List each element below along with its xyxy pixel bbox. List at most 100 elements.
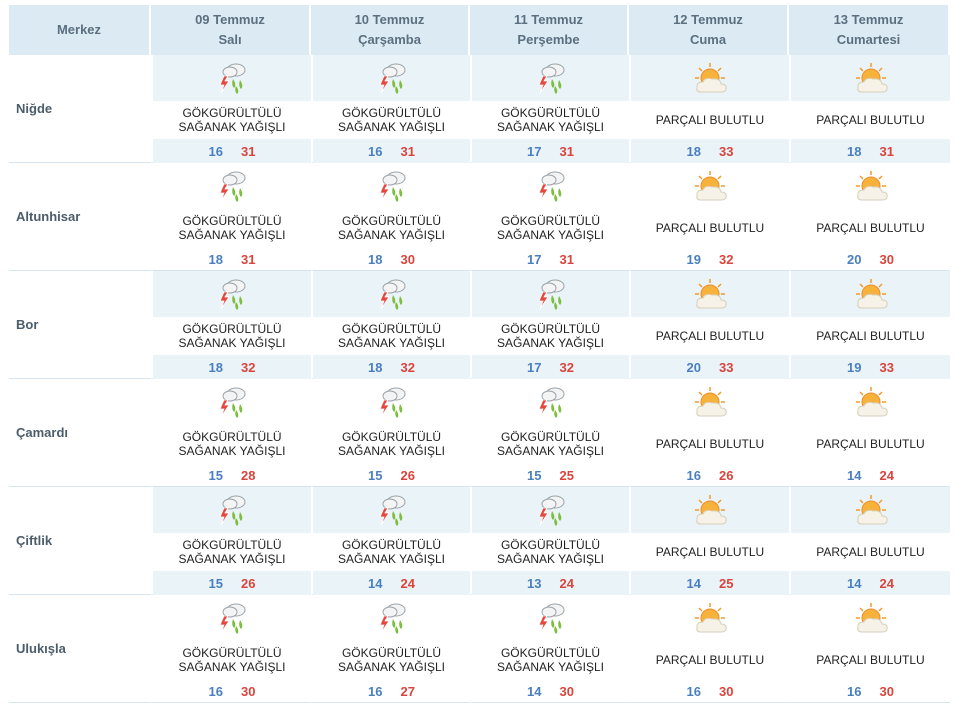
max-temperature: 32 [400, 359, 415, 375]
max-temperature: 28 [241, 467, 256, 483]
temperature-range: 17 31 [472, 247, 629, 271]
header-weekday: Cuma [689, 32, 727, 47]
weather-description: GÖKGÜRÜLTÜLÜ SAĞANAK YAĞIŞLI [472, 101, 629, 139]
thunderstorm-rain-icon [313, 55, 470, 101]
description-line: PARÇALI BULUTLU [816, 329, 925, 343]
forecast-cell: GÖKGÜRÜLTÜLÜ SAĞANAK YAĞIŞLI 17 32 [470, 271, 629, 379]
partly-cloudy-icon [791, 55, 950, 101]
description-line: PARÇALI BULUTLU [655, 437, 765, 451]
min-temperature: 13 [527, 575, 542, 591]
weather-description: GÖKGÜRÜLTÜLÜ SAĞANAK YAĞIŞLI [153, 425, 311, 463]
temperature-range: 19 32 [631, 247, 789, 271]
weather-description: PARÇALI BULUTLU [791, 317, 950, 355]
max-temperature: 26 [719, 467, 734, 483]
min-temperature: 16 [208, 683, 223, 699]
thunderstorm-rain-icon [313, 595, 470, 641]
temperature-range: 14 30 [472, 679, 629, 703]
description-line: PARÇALI BULUTLU [655, 653, 765, 667]
thunderstorm-rain-icon [313, 163, 470, 209]
description-line: SAĞANAK YAĞIŞLI [178, 336, 286, 350]
temperature-range: 16 30 [631, 679, 789, 703]
partly-cloudy-icon [791, 595, 950, 641]
city-name: Bor [16, 317, 39, 332]
max-temperature: 32 [241, 359, 256, 375]
max-temperature: 33 [719, 143, 734, 159]
thunderstorm-rain-icon [472, 163, 629, 209]
forecast-cell: PARÇALI BULUTLU 18 31 [789, 55, 950, 163]
temperature-range: 16 30 [791, 679, 950, 703]
city-name-cell: Bor [9, 271, 151, 379]
thunderstorm-rain-icon [472, 379, 629, 425]
weather-description: PARÇALI BULUTLU [791, 101, 950, 139]
header-day: 12 Temmuz Cuma [629, 5, 789, 55]
description-line: GÖKGÜRÜLTÜLÜ [500, 322, 601, 336]
thunderstorm-rain-icon [472, 595, 629, 641]
weather-description: GÖKGÜRÜLTÜLÜ SAĞANAK YAĞIŞLI [472, 641, 629, 679]
temperature-range: 13 24 [472, 571, 629, 595]
description-line: PARÇALI BULUTLU [816, 221, 925, 235]
description-line: PARÇALI BULUTLU [655, 329, 765, 343]
temperature-range: 16 31 [153, 139, 311, 163]
min-temperature: 16 [686, 467, 701, 483]
weather-description: PARÇALI BULUTLU [791, 425, 950, 463]
max-temperature: 30 [241, 683, 256, 699]
thunderstorm-rain-icon [153, 163, 311, 209]
weather-description: GÖKGÜRÜLTÜLÜ SAĞANAK YAĞIŞLI [313, 425, 470, 463]
temperature-range: 15 25 [472, 463, 629, 487]
min-temperature: 16 [368, 683, 383, 699]
description-line: SAĞANAK YAĞIŞLI [178, 660, 286, 674]
temperature-range: 18 31 [791, 139, 950, 163]
city-name-cell: Çiftlik [9, 487, 151, 595]
max-temperature: 24 [879, 575, 894, 591]
temperature-range: 14 24 [791, 463, 950, 487]
description-line: SAĞANAK YAĞIŞLI [497, 336, 604, 350]
thunderstorm-rain-icon [313, 487, 470, 533]
min-temperature: 15 [527, 467, 542, 483]
min-temperature: 18 [208, 251, 223, 267]
forecast-cell: PARÇALI BULUTLU 14 25 [629, 487, 789, 595]
min-temperature: 14 [847, 467, 862, 483]
description-line: SAĞANAK YAĞIŞLI [338, 336, 445, 350]
description-line: PARÇALI BULUTLU [655, 113, 765, 127]
thunderstorm-rain-icon [153, 487, 311, 533]
description-line: GÖKGÜRÜLTÜLÜ [182, 322, 282, 336]
max-temperature: 30 [879, 683, 894, 699]
forecast-cell: GÖKGÜRÜLTÜLÜ SAĞANAK YAĞIŞLI 14 30 [470, 595, 629, 703]
partly-cloudy-icon [631, 271, 789, 317]
city-name: Çamardı [16, 425, 69, 440]
min-temperature: 19 [686, 251, 701, 267]
max-temperature: 33 [719, 359, 734, 375]
min-temperature: 19 [847, 359, 862, 375]
min-temperature: 18 [368, 359, 383, 375]
header-date: 12 Temmuz [673, 12, 743, 27]
description-line: SAĞANAK YAĞIŞLI [338, 120, 445, 134]
description-line: GÖKGÜRÜLTÜLÜ [341, 214, 442, 228]
forecast-cell: GÖKGÜRÜLTÜLÜ SAĞANAK YAĞIŞLI 15 26 [151, 487, 311, 595]
description-line: SAĞANAK YAĞIŞLI [338, 552, 445, 566]
temperature-range: 17 31 [472, 139, 629, 163]
thunderstorm-rain-icon [472, 487, 629, 533]
temperature-range: 14 24 [791, 571, 950, 595]
weather-description: GÖKGÜRÜLTÜLÜ SAĞANAK YAĞIŞLI [472, 317, 629, 355]
header-day: 11 Temmuz Perşembe [470, 5, 629, 55]
partly-cloudy-icon [791, 487, 950, 533]
min-temperature: 17 [527, 143, 542, 159]
partly-cloudy-icon [631, 55, 789, 101]
max-temperature: 32 [559, 359, 574, 375]
max-temperature: 30 [559, 683, 574, 699]
partly-cloudy-icon [631, 163, 789, 209]
forecast-cell: PARÇALI BULUTLU 16 30 [629, 595, 789, 703]
city-name: Altunhisar [16, 209, 81, 224]
min-temperature: 20 [847, 251, 862, 267]
header-date: 11 Temmuz [513, 12, 584, 27]
temperature-range: 16 31 [313, 139, 470, 163]
partly-cloudy-icon [791, 271, 950, 317]
city-name: Çiftlik [16, 533, 53, 548]
min-temperature: 18 [208, 359, 223, 375]
forecast-table: Merkez 09 Temmuz Salı 10 Temmuz Çarşamba… [9, 5, 950, 703]
description-line: SAĞANAK YAĞIŞLI [497, 444, 604, 458]
weather-description: PARÇALI BULUTLU [631, 317, 789, 355]
min-temperature: 15 [208, 467, 223, 483]
max-temperature: 26 [400, 467, 415, 483]
forecast-cell: GÖKGÜRÜLTÜLÜ SAĞANAK YAĞIŞLI 16 27 [311, 595, 470, 703]
